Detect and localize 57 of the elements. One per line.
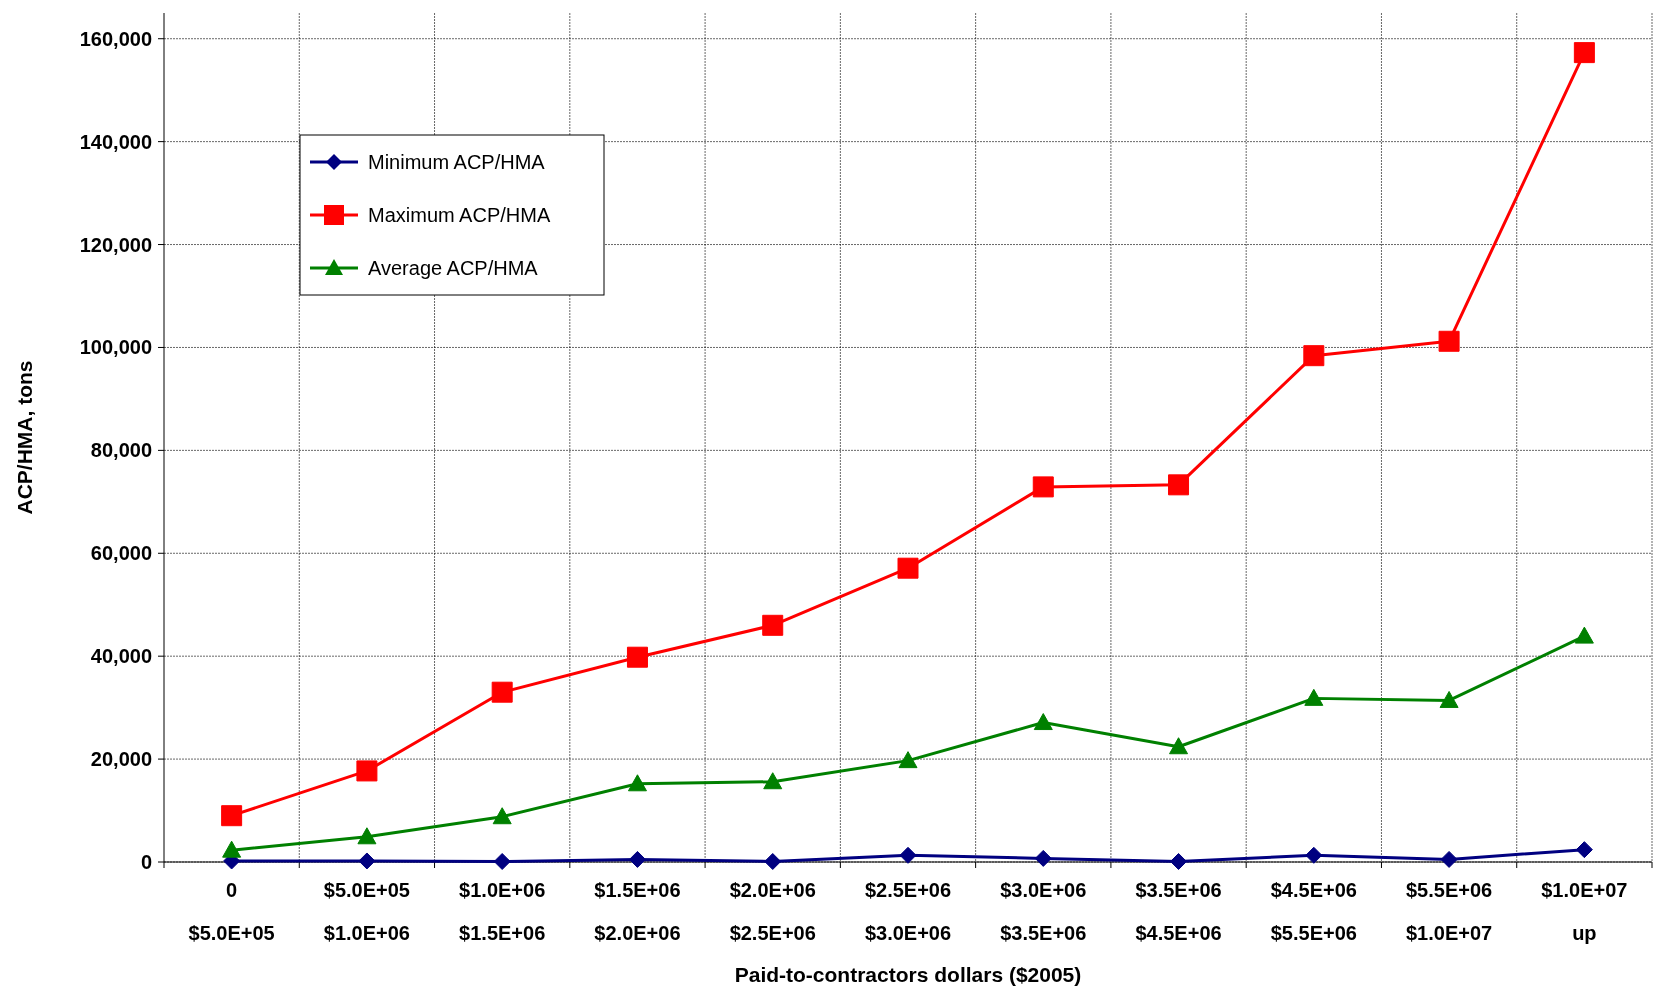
point <box>899 846 917 864</box>
point <box>1032 476 1054 498</box>
x-tick-label: $3.5E+06 $4.5E+06 <box>1135 879 1222 944</box>
point <box>222 840 242 858</box>
point <box>493 852 511 870</box>
point <box>356 760 378 782</box>
point <box>491 681 513 703</box>
point <box>1168 474 1190 496</box>
point <box>358 852 376 870</box>
x-tick-label: $2.5E+06 $3.0E+06 <box>864 879 952 944</box>
x-tick-label: $3.0E+06 $3.5E+06 <box>1000 879 1087 944</box>
point <box>764 852 782 870</box>
x-tick-label: $1.0E+06 $1.5E+06 <box>459 879 546 944</box>
y-tick-label: 20,000 <box>90 748 152 771</box>
point <box>1305 846 1323 864</box>
x-tick-label: $4.5E+06 $5.5E+06 <box>1270 879 1357 944</box>
point <box>1438 330 1460 352</box>
y-tick-label: 140,000 <box>79 130 152 153</box>
point <box>1440 850 1458 868</box>
x-tick-label: $1.0E+07 up <box>1541 879 1628 944</box>
point <box>1303 345 1325 367</box>
point <box>1033 713 1053 731</box>
point <box>898 751 918 769</box>
x-axis-title: Paid-to-contractors dollars ($2005) <box>734 963 1082 986</box>
x-tick-label: $5.5E+06 $1.0E+07 <box>1405 879 1493 944</box>
x-tick-label: $5.0E+05 $1.0E+06 <box>323 879 411 944</box>
y-tick-label: 160,000 <box>79 27 152 50</box>
point <box>1439 690 1459 708</box>
x-tick-label: $2.0E+06 $2.5E+06 <box>729 879 816 944</box>
point <box>626 646 648 668</box>
y-tick-label: 60,000 <box>90 542 152 565</box>
point <box>1169 737 1189 755</box>
point <box>627 774 647 792</box>
point <box>221 805 243 827</box>
legend-label: Minimum ACP/HMA <box>368 151 546 173</box>
legend-label: Maximum ACP/HMA <box>368 204 551 226</box>
point <box>762 614 784 636</box>
point <box>492 807 512 825</box>
legend-label: Average ACP/HMA <box>368 257 539 279</box>
y-tick-label: 100,000 <box>79 336 152 359</box>
x-tick-label: $1.5E+06 $2.0E+06 <box>594 879 681 944</box>
point <box>1574 626 1594 644</box>
point <box>1304 688 1324 706</box>
point <box>1575 841 1593 859</box>
point <box>1170 852 1188 870</box>
point <box>763 772 783 790</box>
y-tick-label: 80,000 <box>90 439 152 462</box>
x-tick-label: 0 $5.0E+05 <box>188 879 275 944</box>
point <box>628 850 646 868</box>
y-tick-label: 120,000 <box>79 233 152 256</box>
point <box>357 827 377 845</box>
point <box>1573 42 1595 64</box>
point <box>1034 849 1052 867</box>
point <box>897 557 919 579</box>
y-tick-label: 0 <box>140 851 152 873</box>
y-tick-label: 40,000 <box>90 645 152 668</box>
y-axis-title: ACP/HMA, tons <box>13 360 36 515</box>
